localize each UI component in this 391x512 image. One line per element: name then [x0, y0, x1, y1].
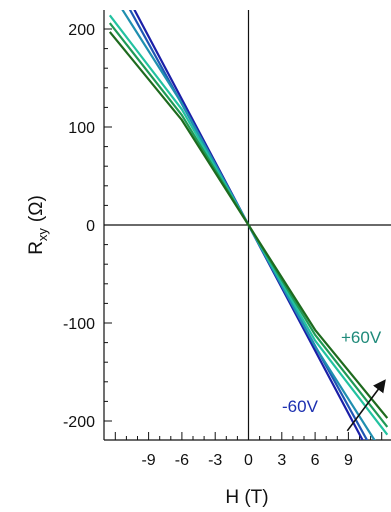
y-axis-title-main: R [26, 241, 47, 255]
y-tick-label: -200 [63, 414, 95, 431]
x-tick-label: 9 [344, 452, 353, 469]
x-tick-labels: -9 -6 -3 0 3 6 9 [141, 452, 352, 469]
x-tick-label: -3 [208, 452, 222, 469]
y-tick-label: 100 [68, 120, 95, 137]
annotation-minus-60v: -60V [282, 397, 319, 416]
y-axis-title-unit: (Ω) [26, 195, 47, 222]
y-tick-label: 200 [68, 22, 95, 39]
x-axis-title: H (T) [225, 487, 268, 508]
series-line-6 [108, 31, 389, 419]
gate-voltage-arrow [346, 379, 386, 432]
plot-area [103, 10, 391, 441]
x-tick-label: 0 [244, 452, 253, 469]
x-tick-label: -6 [175, 452, 189, 469]
y-tick-label: 0 [86, 218, 95, 235]
series-lines [108, 10, 389, 440]
x-tick-label: -9 [141, 452, 155, 469]
y-axis-title: Rxy (Ω) [26, 195, 50, 255]
y-tick-labels: -200 -100 0 100 200 [63, 22, 95, 431]
x-tick-label: 3 [277, 452, 286, 469]
annotation-plus-60v: +60V [341, 328, 382, 347]
y-tick-label: -100 [63, 316, 95, 333]
axis-ticks [104, 28, 383, 440]
y-axis-title-sub: xy [35, 228, 50, 242]
x-tick-label: 6 [311, 452, 320, 469]
